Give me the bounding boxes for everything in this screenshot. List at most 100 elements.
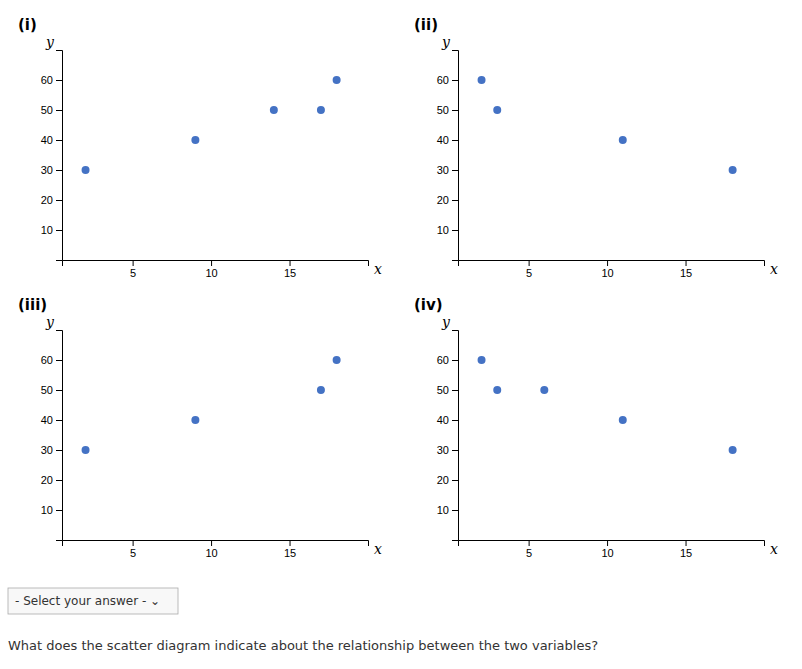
y-tick-mark (452, 170, 458, 171)
y-tick-label: 40 (41, 134, 53, 146)
point (540, 386, 548, 394)
y-tick-label: 20 (41, 194, 53, 206)
x-tick-label: 10 (205, 547, 217, 559)
y-tick-label: 60 (437, 354, 449, 366)
x-axis-line (63, 541, 369, 547)
y-tick-mark (452, 200, 458, 201)
x-axis-label: x (374, 261, 382, 277)
dropdown[interactable]: - Select your answer - ⌄ (8, 588, 178, 614)
x-tick: 5 (130, 260, 136, 279)
x-axis-label: x (770, 261, 778, 277)
point (82, 446, 90, 454)
y-axis-label: y (45, 34, 55, 50)
x-tick-mark (133, 260, 134, 266)
y-tick-label: 50 (41, 104, 53, 116)
x-tick-label: 15 (680, 547, 692, 559)
x-tick-label: 5 (526, 547, 532, 559)
y-tick-mark (452, 480, 458, 481)
y-tick-label: 10 (437, 224, 449, 236)
x-tick-mark (211, 260, 212, 266)
y-tick-mark (452, 510, 458, 511)
point (478, 356, 486, 364)
y-tick-label: 20 (437, 474, 449, 486)
y-tick-label: 30 (41, 444, 53, 456)
panel: 51015102030405060xy(iii) (18, 296, 382, 559)
points (478, 76, 737, 174)
point (191, 416, 199, 424)
x-tick-mark (211, 540, 212, 546)
points (478, 356, 737, 454)
point (478, 76, 486, 84)
y-tick: 60 (41, 354, 62, 366)
y-tick-mark (56, 480, 62, 481)
y-tick: 60 (437, 74, 458, 86)
y-tick-label: 40 (437, 134, 449, 146)
y-tick-mark (56, 170, 62, 171)
point (270, 106, 278, 114)
panel: 51015102030405060xy(ii) (414, 16, 778, 279)
y-tick-mark (452, 230, 458, 231)
y-tick-mark (452, 450, 458, 451)
y-tick: 20 (437, 474, 458, 486)
y-tick-label: 30 (41, 164, 53, 176)
x-tick-mark (529, 260, 530, 266)
y-tick-label: 60 (41, 74, 53, 86)
y-tick: 40 (437, 134, 458, 146)
y-tick-label: 10 (41, 224, 53, 236)
x-tick: 15 (680, 260, 692, 279)
x-tick-mark (686, 260, 687, 266)
point (729, 166, 737, 174)
y-tick-mark (56, 510, 62, 511)
y-tick: 10 (437, 504, 458, 516)
y-tick-mark (452, 110, 458, 111)
x-axis: 51015 (459, 260, 765, 279)
y-tick-label: 20 (41, 474, 53, 486)
y-tick: 30 (41, 164, 62, 176)
y-axis: 10 20 30 40 50 60 (41, 51, 63, 261)
x-tick-label: 15 (284, 267, 296, 279)
y-tick-mark (56, 420, 62, 421)
point (729, 446, 737, 454)
y-tick-label: 60 (437, 74, 449, 86)
y-axis-line (56, 51, 63, 261)
y-tick: 30 (437, 444, 458, 456)
y-tick: 50 (437, 384, 458, 396)
point (333, 76, 341, 84)
y-tick-mark (56, 390, 62, 391)
question-text: What does the scatter diagram indicate a… (8, 638, 598, 653)
x-tick-label: 10 (205, 267, 217, 279)
y-axis-label: y (45, 314, 55, 330)
y-tick-mark (452, 420, 458, 421)
y-tick-mark (56, 140, 62, 141)
y-tick-mark (56, 110, 62, 111)
y-tick-label: 10 (437, 504, 449, 516)
dropdown-box[interactable] (8, 588, 178, 614)
x-tick: 15 (680, 540, 692, 559)
y-tick: 20 (41, 194, 62, 206)
x-tick-label: 10 (601, 547, 613, 559)
y-axis-label: y (441, 34, 451, 50)
y-tick-mark (452, 80, 458, 81)
point (191, 136, 199, 144)
y-tick: 10 (41, 504, 62, 516)
y-tick: 30 (437, 164, 458, 176)
x-axis: 5 10 15 (63, 260, 369, 279)
y-tick: 40 (437, 414, 458, 426)
panel: 51015102030405060xy(i) (18, 16, 382, 279)
x-tick: 10 (205, 260, 217, 279)
x-tick-mark (290, 540, 291, 546)
points (82, 76, 341, 174)
x-tick: 15 (284, 540, 296, 559)
y-tick-mark (452, 390, 458, 391)
y-tick-mark (452, 140, 458, 141)
dropdown-text[interactable]: - Select your answer - ⌄ (15, 594, 160, 608)
y-tick-mark (56, 200, 62, 201)
x-tick-label: 15 (680, 267, 692, 279)
panel-title: (iii) (18, 296, 47, 314)
x-tick-label: 5 (130, 547, 136, 559)
y-axis-line (452, 331, 459, 541)
y-tick: 60 (437, 354, 458, 366)
x-tick-label: 5 (130, 267, 136, 279)
panel: 51015102030405060xy(iv) (414, 296, 778, 559)
y-tick: 50 (437, 104, 458, 116)
